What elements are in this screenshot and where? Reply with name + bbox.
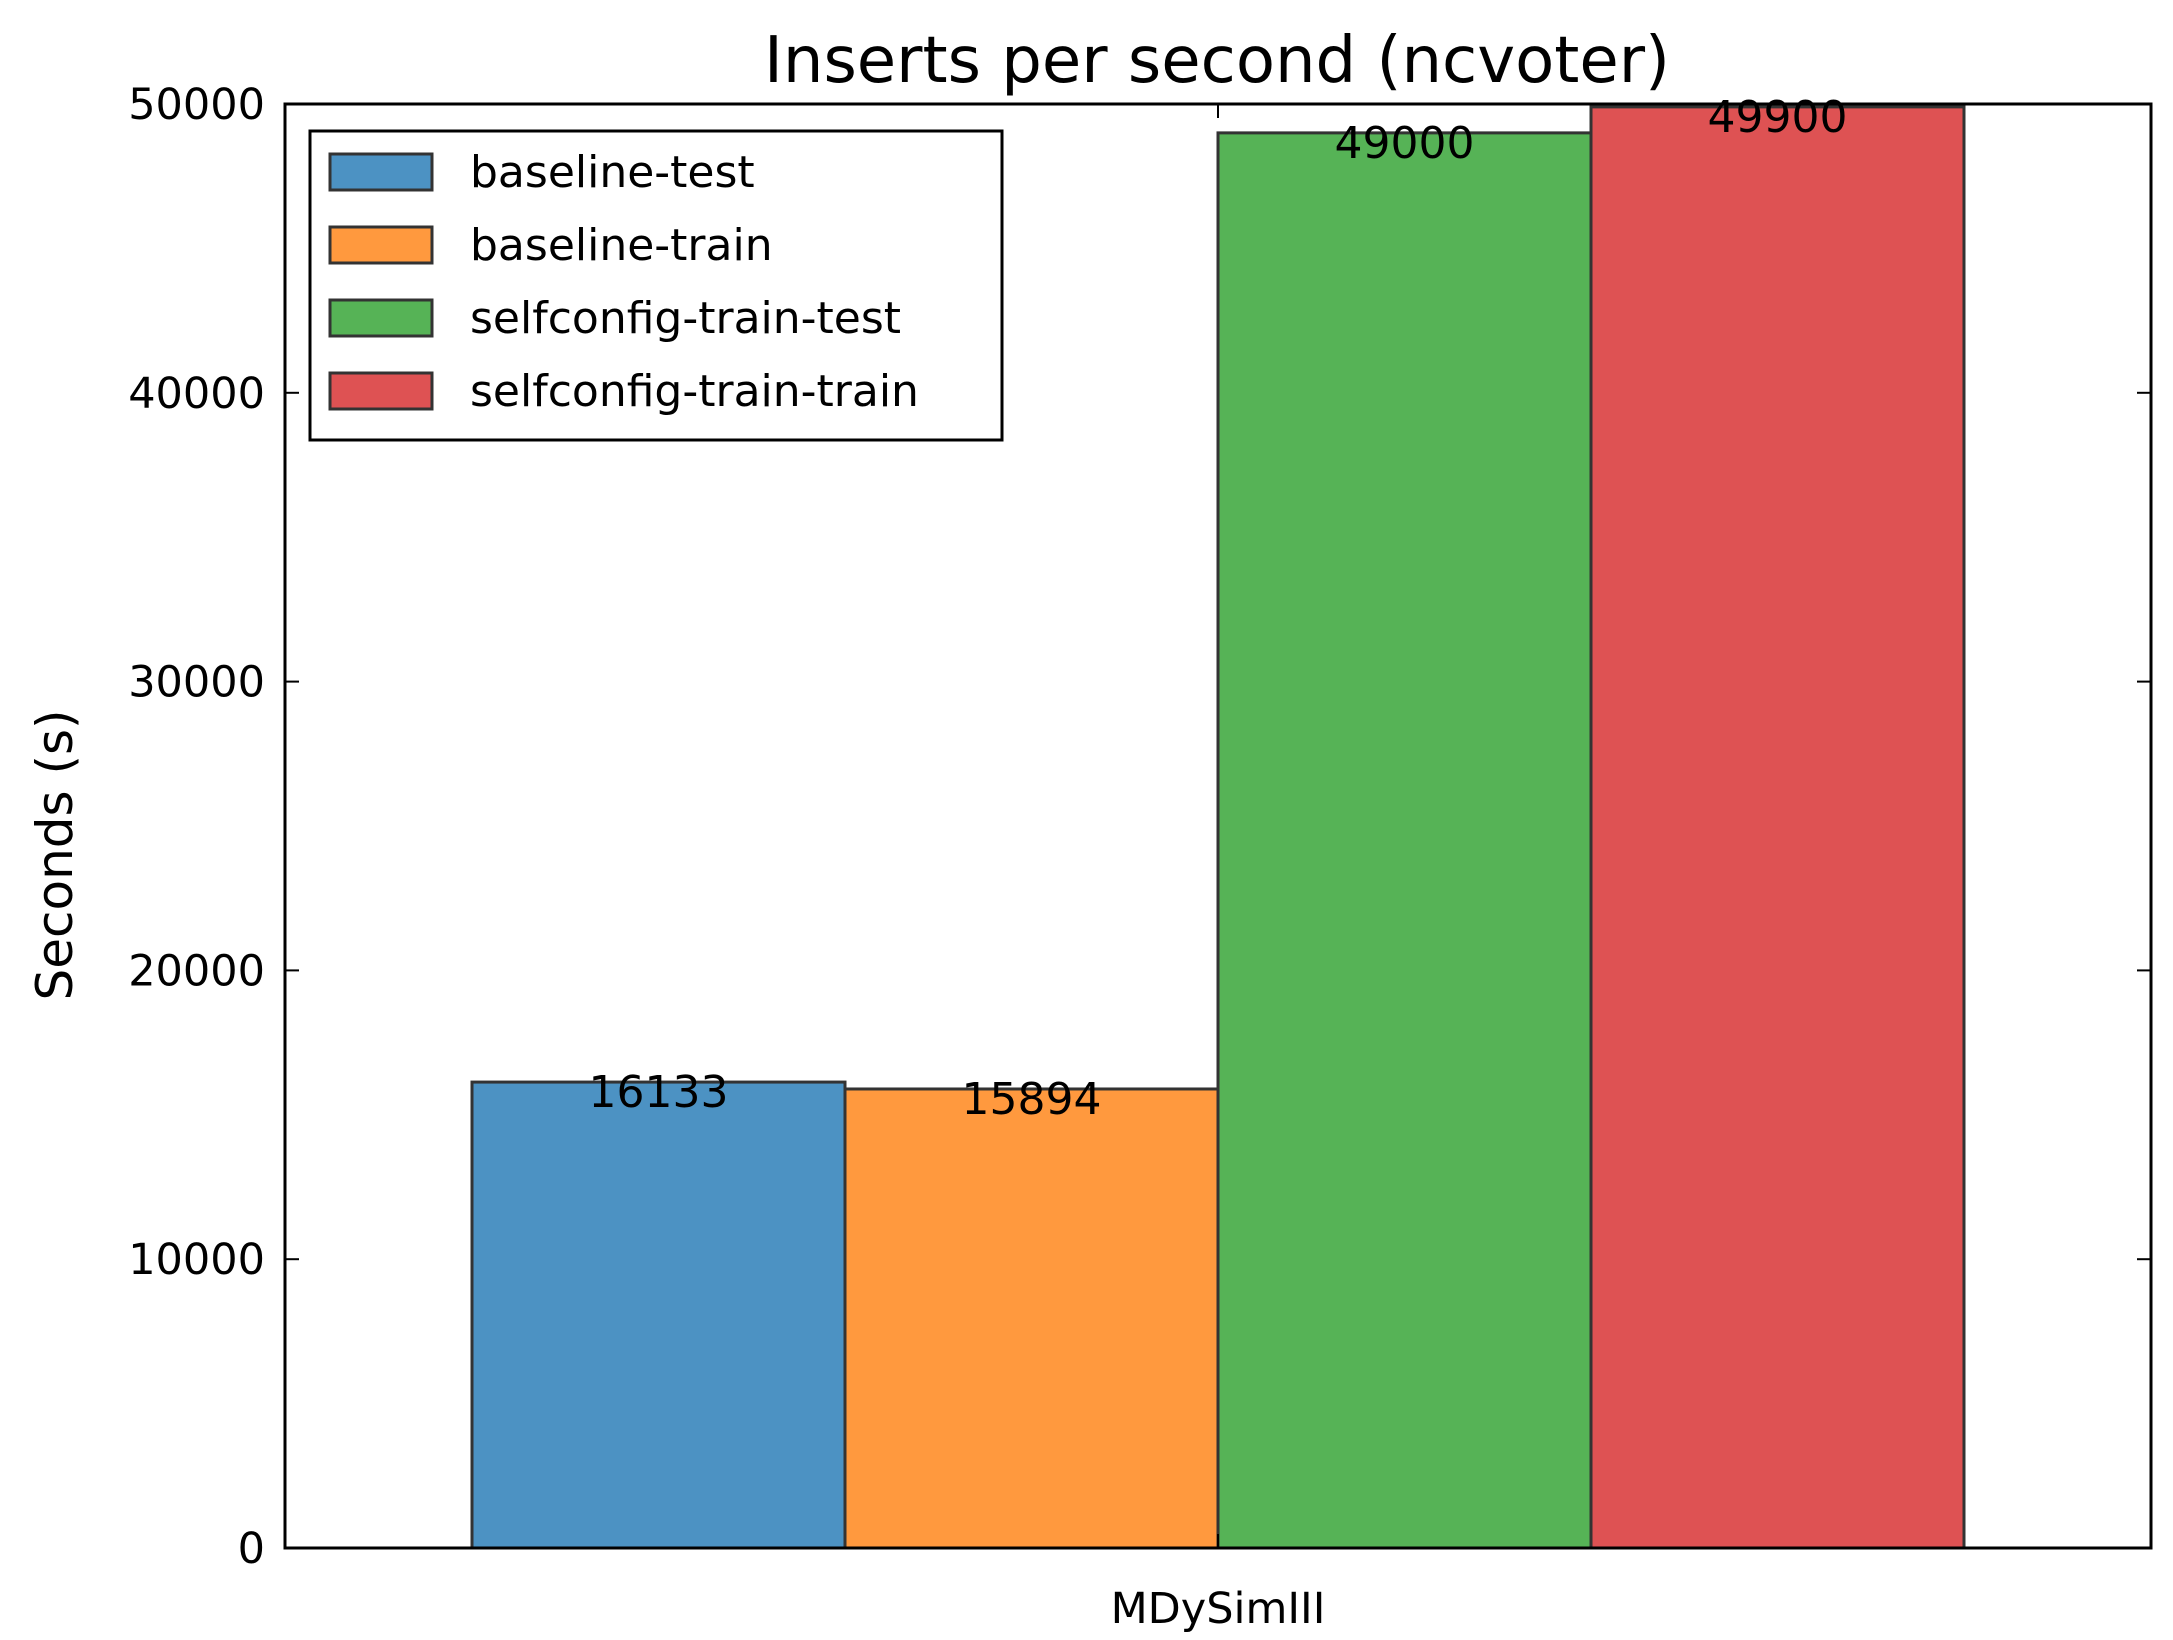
x-tick-label: MDySimIII	[1111, 1584, 1326, 1634]
legend: baseline-test baseline-train selfconfig-tr…	[308, 129, 1004, 442]
data-label-selfconfig-train-train: 49900	[1708, 92, 1848, 143]
data-label-selfconfig-train-test: 49000	[1335, 118, 1475, 169]
bar-selfconfig-train-train	[1589, 105, 1966, 1550]
tick-labels-group: 0 10000 20000 30000 40000 50000	[128, 80, 265, 1574]
legend-swatch-baseline-test	[328, 152, 434, 192]
legend-label-baseline-train: baseline-train	[470, 220, 773, 271]
y-tick-label: 50000	[128, 80, 265, 130]
data-label-baseline-train: 15894	[962, 1074, 1102, 1125]
y-axis-label: Seconds (s)	[26, 709, 84, 1000]
legend-label-baseline-test: baseline-test	[470, 147, 755, 198]
y-tick-label: 0	[238, 1524, 265, 1574]
legend-label-selfconfig-train-test: selfconfig-train-test	[470, 293, 901, 344]
bar-baseline-test	[470, 1080, 847, 1550]
chart-title: Inserts per second (ncvoter)	[764, 24, 1670, 98]
value-labels-group: 16133 15894 49000 49900	[589, 92, 1848, 1125]
data-label-baseline-test: 16133	[589, 1067, 729, 1118]
y-tick-label: 30000	[128, 658, 265, 708]
legend-swatch-baseline-train	[328, 225, 434, 265]
legend-swatch-selfconfig-train-train	[328, 371, 434, 411]
bar-baseline-train	[843, 1087, 1220, 1550]
y-tick-label: 40000	[128, 369, 265, 419]
legend-swatch-selfconfig-train-test	[328, 298, 434, 338]
y-tick-label: 20000	[128, 946, 265, 996]
bar-selfconfig-train-test	[1216, 131, 1593, 1550]
x-tick-labels-group: MDySimIII	[1111, 1584, 1326, 1634]
bars-group	[470, 105, 1966, 1550]
y-tick-label: 10000	[128, 1235, 265, 1285]
plot-area-frame	[283, 102, 2153, 1550]
legend-label-selfconfig-train-train: selfconfig-train-train	[470, 366, 919, 417]
